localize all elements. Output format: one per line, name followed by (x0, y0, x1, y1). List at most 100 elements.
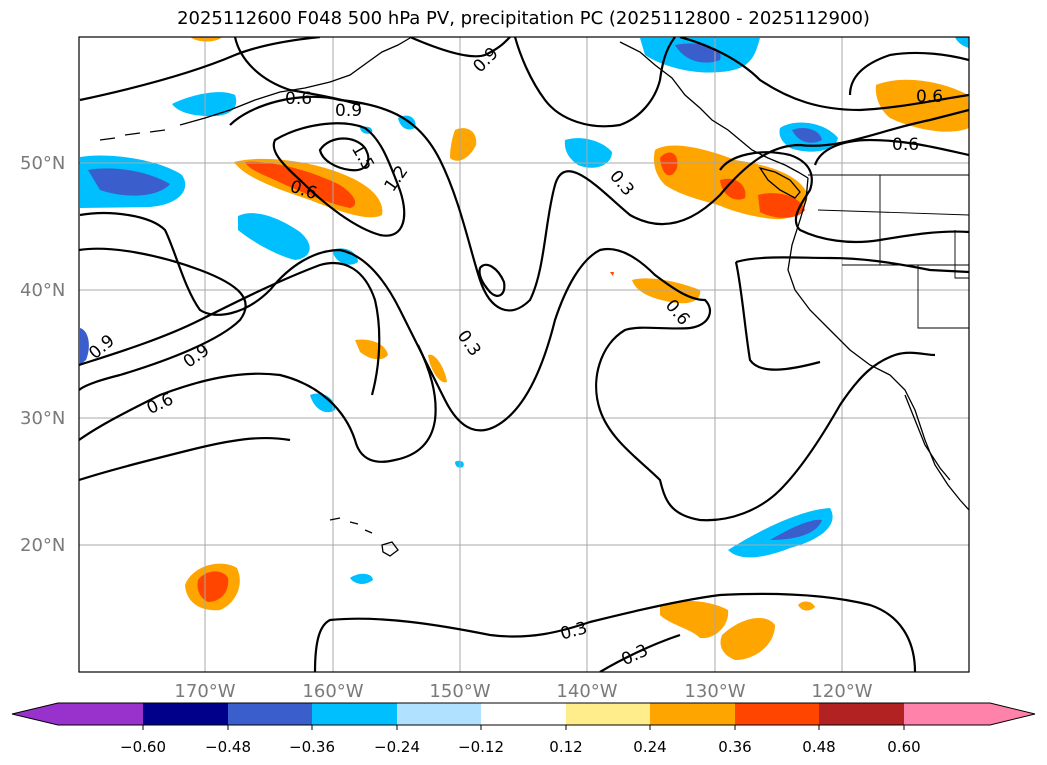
colorbar-tick-label: 0.12 (549, 738, 582, 756)
colorbar-swatch (12, 703, 143, 725)
pv-contour (79, 262, 381, 396)
precip-blob (238, 213, 310, 260)
colorbar-swatch (650, 703, 735, 725)
coastlines (99, 37, 969, 557)
precip-blob (660, 600, 729, 639)
precip-blob (720, 178, 746, 200)
coastline-hawaii (329, 517, 399, 557)
colorbar-tick-label: −0.12 (458, 738, 504, 756)
precip-blob (172, 92, 237, 117)
pv-contour (233, 37, 361, 107)
precip-blob (758, 193, 805, 218)
pv-contour (734, 261, 821, 371)
colorbar-swatch (397, 703, 481, 725)
precip-blob (798, 601, 815, 611)
lat-label: 50°N (20, 153, 65, 174)
colorbar: −0.60 −0.48 −0.36 −0.24 −0.12 0.12 0.24 … (11, 702, 1036, 756)
pv-contour (229, 95, 969, 312)
lon-label: 120°W (811, 681, 872, 702)
precip-blob (564, 138, 612, 168)
lon-label: 140°W (556, 681, 617, 702)
lon-label: 160°W (302, 681, 363, 702)
colorbar-tick-label: 0.48 (802, 738, 835, 756)
pv-contour (478, 263, 506, 297)
precip-blob (792, 128, 822, 143)
lat-label: 30°N (20, 408, 65, 429)
pv-contour (679, 37, 969, 112)
pv-contour (513, 37, 676, 128)
colorbar-labels: −0.60 −0.48 −0.36 −0.24 −0.12 0.12 0.24 … (120, 738, 921, 756)
precip-blob (310, 393, 336, 413)
contour-label: 0.9 (335, 101, 362, 121)
coastline-alaska (179, 37, 411, 126)
map-frame (78, 36, 970, 673)
precip-blob (455, 460, 464, 468)
pv-contour (79, 344, 437, 463)
colorbar-swatch (566, 703, 650, 725)
coastline-aleutians (99, 129, 166, 141)
coastline-bc (739, 139, 809, 179)
pv-contour (313, 592, 917, 672)
precip-blob (80, 328, 89, 365)
pv-contour (599, 633, 681, 672)
pv-contour (318, 137, 370, 172)
coastline-us-west (787, 177, 969, 511)
lon-label: 170°W (174, 681, 235, 702)
colorbar-swatch (735, 703, 819, 725)
precip-blob (660, 152, 678, 176)
contour-label: 0.6 (892, 135, 919, 155)
pv-contour (409, 37, 511, 58)
colorbar-swatch (819, 703, 904, 725)
coastline-baja (904, 394, 951, 481)
precip-blob (632, 278, 701, 304)
colorbar-swatch (904, 703, 1035, 725)
pv-contours (79, 37, 969, 672)
pv-contour (272, 122, 406, 237)
precip-blob (875, 79, 969, 132)
pv-contour (848, 51, 969, 96)
precip-blob (398, 115, 416, 130)
precip-blob (955, 37, 969, 48)
pv-contour (735, 256, 969, 274)
latitude-labels: 50°N 40°N 30°N 20°N (20, 153, 65, 556)
colorbar-tick-label: 0.24 (633, 738, 666, 756)
precip-blob (428, 354, 447, 383)
pv-contour (813, 138, 969, 166)
map-panel: 0.6 0.9 0.9 1.5 1.2 0.6 0.3 0.6 0.6 0.6 … (78, 36, 970, 673)
colorbar-swatch (312, 703, 397, 725)
pv-contour (79, 37, 321, 102)
colorbar-outline (11, 702, 1036, 726)
map-title: 2025112600 F048 500 hPa PV, precipitatio… (177, 8, 870, 29)
precip-blob (770, 519, 822, 540)
colorbar-tick-label: −0.24 (374, 738, 420, 756)
colorbar-swatch (481, 703, 566, 725)
precip-blob (450, 128, 477, 161)
colorbar-ticks (142, 725, 905, 730)
lat-label: 40°N (20, 280, 65, 301)
precip-blob (88, 168, 170, 196)
colorbar-tick-label: −0.48 (205, 738, 251, 756)
longitude-labels: 170°W 160°W 150°W 140°W 130°W 120°W (174, 681, 872, 702)
precip-blob (350, 573, 373, 584)
precip-blob (190, 37, 222, 42)
pv-contour (79, 247, 247, 391)
precip-blob (332, 248, 358, 265)
precip-blob (245, 161, 356, 208)
pv-contour (79, 436, 291, 482)
colorbar-tick-label: −0.36 (289, 738, 335, 756)
colorbar-tick-label: 0.36 (718, 738, 751, 756)
coastline-alaska-gulf (619, 41, 741, 141)
colorbar-swatches (12, 703, 1035, 725)
colorbar-tick-label: −0.60 (120, 738, 166, 756)
lat-label: 20°N (20, 535, 65, 556)
precip-blob (610, 272, 614, 276)
coastline-vancouver-island (758, 166, 801, 199)
contour-label: 0.6 (285, 89, 312, 109)
colorbar-tick-label: 0.60 (887, 738, 920, 756)
lon-label: 150°W (429, 681, 490, 702)
colorbar-swatch (143, 703, 228, 725)
pv-contour (79, 212, 936, 522)
precip-blob (720, 617, 775, 660)
pv-contour (719, 151, 969, 244)
lon-label: 130°W (684, 681, 745, 702)
